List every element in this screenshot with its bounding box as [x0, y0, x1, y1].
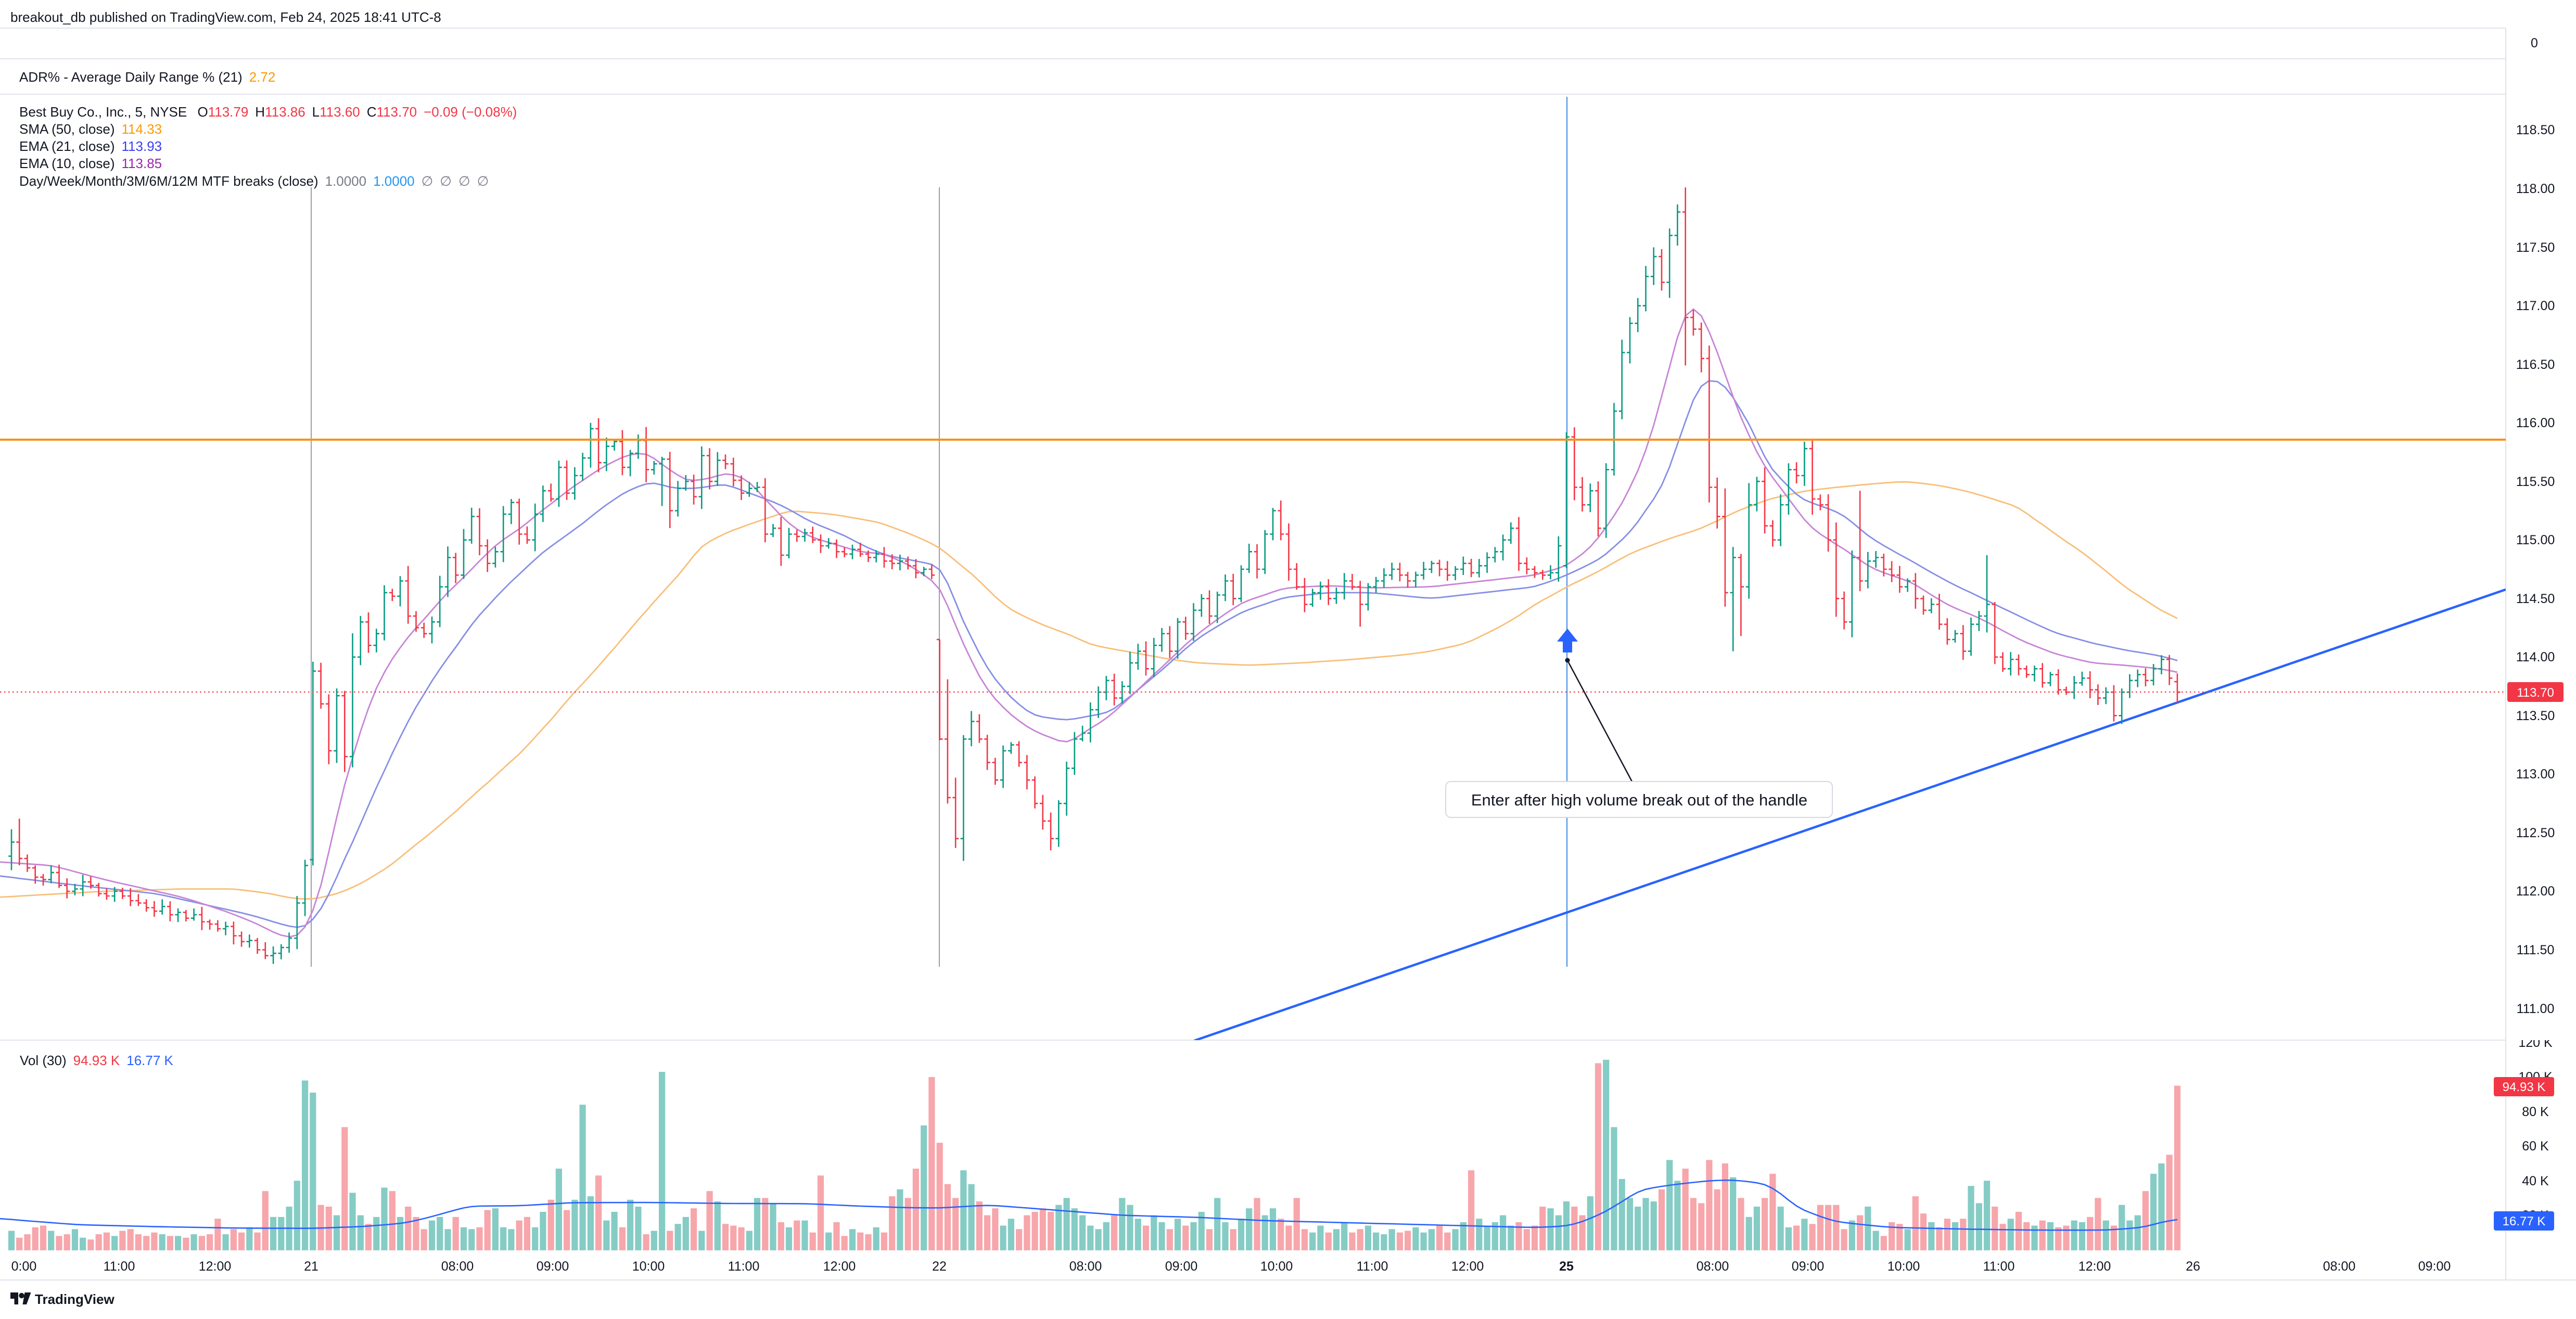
svg-text:60 K: 60 K — [2522, 1139, 2549, 1154]
svg-text:08:00: 08:00 — [1069, 1259, 1102, 1274]
svg-text:80 K: 80 K — [2522, 1105, 2549, 1119]
svg-text:115.50: 115.50 — [2516, 475, 2555, 489]
svg-text:25: 25 — [1559, 1259, 1574, 1274]
svg-text:16.77 K: 16.77 K — [2503, 1214, 2546, 1228]
svg-text:Vol (30) 94.93 K 16.77 K: Vol (30) 94.93 K 16.77 K — [20, 1053, 174, 1068]
svg-text:09:00: 09:00 — [1165, 1259, 1198, 1274]
svg-text:10:00: 10:00 — [1888, 1259, 1920, 1274]
svg-text:11:00: 11:00 — [1357, 1259, 1388, 1274]
svg-text:09:00: 09:00 — [537, 1259, 569, 1274]
svg-text:ADR% - Average Daily Range % (: ADR% - Average Daily Range % (21) 2.72 — [19, 69, 275, 85]
svg-text:113.50: 113.50 — [2516, 709, 2555, 723]
svg-text:0: 0 — [2531, 36, 2538, 50]
svg-text:10:00: 10:00 — [1260, 1259, 1293, 1274]
svg-text:08:00: 08:00 — [1697, 1259, 1729, 1274]
svg-text:114.00: 114.00 — [2516, 650, 2555, 664]
svg-text:118.50: 118.50 — [2516, 123, 2555, 137]
svg-text:breakout_db published on Tradi: breakout_db published on TradingView.com… — [10, 9, 441, 25]
svg-text:118.00: 118.00 — [2516, 182, 2555, 196]
svg-text:116.50: 116.50 — [2516, 357, 2555, 372]
svg-text:12:00: 12:00 — [199, 1259, 232, 1274]
svg-text:40 K: 40 K — [2522, 1174, 2549, 1188]
svg-text:11:00: 11:00 — [728, 1259, 760, 1274]
svg-text:112.00: 112.00 — [2516, 884, 2555, 899]
svg-text:117.00: 117.00 — [2516, 299, 2555, 313]
svg-text:EMA (10, close) 113.85: EMA (10, close) 113.85 — [19, 156, 162, 171]
svg-text:120 K: 120 K — [2518, 1035, 2553, 1050]
svg-text:11:00: 11:00 — [104, 1259, 135, 1274]
svg-text:116.00: 116.00 — [2516, 416, 2555, 430]
svg-text:08:00: 08:00 — [441, 1259, 474, 1274]
svg-text:TradingView: TradingView — [35, 1291, 114, 1307]
svg-text:SMA (50, close) 114.33: SMA (50, close) 114.33 — [19, 121, 162, 137]
svg-text:12:00: 12:00 — [2078, 1259, 2111, 1274]
svg-text:115.00: 115.00 — [2516, 533, 2555, 547]
svg-text:Best Buy Co., Inc., 5, NYSE O: Best Buy Co., Inc., 5, NYSE O113.79 H113… — [19, 104, 517, 120]
svg-text:111.50: 111.50 — [2517, 943, 2555, 957]
svg-text:21: 21 — [304, 1259, 318, 1274]
svg-text:Enter after high volume break: Enter after high volume break out of the… — [1471, 791, 1807, 809]
svg-text:Day/Week/Month/3M/6M/12M MTF b: Day/Week/Month/3M/6M/12M MTF breaks (clo… — [19, 173, 489, 189]
svg-text:10:00: 10:00 — [632, 1259, 665, 1274]
svg-text:22: 22 — [932, 1259, 947, 1274]
svg-text:12:00: 12:00 — [823, 1259, 856, 1274]
svg-text:0:00: 0:00 — [11, 1259, 37, 1274]
svg-text:117.50: 117.50 — [2516, 240, 2555, 255]
svg-text:12:00: 12:00 — [1451, 1259, 1484, 1274]
svg-text:26: 26 — [2186, 1259, 2200, 1274]
svg-text:94.93 K: 94.93 K — [2503, 1080, 2546, 1094]
svg-text:08:00: 08:00 — [2323, 1259, 2356, 1274]
svg-text:EMA (21, close) 113.93: EMA (21, close) 113.93 — [19, 138, 162, 154]
svg-text:09:00: 09:00 — [1792, 1259, 1825, 1274]
svg-text:112.50: 112.50 — [2516, 826, 2555, 840]
svg-text:113.70: 113.70 — [2517, 686, 2554, 700]
svg-text:11:00: 11:00 — [1983, 1259, 2015, 1274]
svg-text:114.50: 114.50 — [2516, 592, 2555, 606]
svg-text:111.00: 111.00 — [2517, 1002, 2555, 1016]
svg-text:113.00: 113.00 — [2516, 767, 2555, 782]
svg-text:09:00: 09:00 — [2418, 1259, 2451, 1274]
